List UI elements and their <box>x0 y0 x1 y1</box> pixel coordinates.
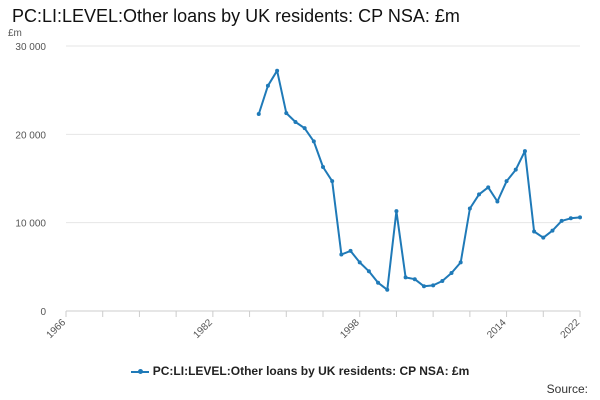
data-point <box>458 260 463 265</box>
data-point <box>394 209 399 214</box>
data-point <box>348 248 353 253</box>
data-point <box>477 192 482 197</box>
data-point <box>357 260 362 265</box>
data-point <box>412 277 417 282</box>
data-point <box>495 199 500 204</box>
data-point <box>550 228 555 233</box>
legend-swatch-icon <box>130 368 149 374</box>
data-point <box>339 252 344 257</box>
data-point <box>568 216 573 221</box>
y-tick-label: 30 000 <box>15 42 46 53</box>
data-point <box>532 229 537 234</box>
series-line <box>257 69 581 291</box>
data-point <box>578 215 582 220</box>
data-point <box>513 167 518 172</box>
data-point <box>265 83 270 88</box>
data-point <box>256 112 261 117</box>
y-tick-label: 20 000 <box>15 130 46 141</box>
y-tick-label: 0 <box>40 307 46 318</box>
data-point <box>366 269 371 274</box>
x-tick-label: 1998 <box>338 317 362 341</box>
x-tick-label: 2022 <box>559 317 583 341</box>
data-point <box>330 179 335 184</box>
data-point <box>284 111 289 116</box>
data-point <box>559 218 564 223</box>
data-point <box>385 287 390 292</box>
data-point <box>293 119 298 124</box>
data-point <box>486 185 491 190</box>
legend-label: PC:LI:LEVEL:Other loans by UK residents:… <box>152 364 470 378</box>
x-tick-label: 2014 <box>485 317 509 341</box>
chart-title: PC:LI:LEVEL:Other loans by UK residents:… <box>12 6 460 26</box>
source-label: Source: <box>546 382 588 396</box>
data-point <box>321 165 325 170</box>
data-point <box>275 68 280 73</box>
y-tick-label: 10 000 <box>15 219 46 230</box>
data-point <box>431 283 436 288</box>
data-point <box>467 206 472 211</box>
data-point <box>421 284 426 289</box>
x-tick-label: 1982 <box>191 317 215 341</box>
data-point <box>522 149 527 154</box>
data-point <box>302 126 307 131</box>
y-axis-unit-label: £m <box>8 28 22 39</box>
data-point <box>449 271 454 276</box>
data-point <box>311 139 316 144</box>
x-tick-label: 1966 <box>45 317 69 341</box>
data-point <box>541 235 546 240</box>
data-point <box>440 278 445 283</box>
legend: PC:LI:LEVEL:Other loans by UK residents:… <box>0 364 600 378</box>
data-point <box>376 280 381 285</box>
data-point <box>403 275 408 280</box>
data-point <box>504 179 509 184</box>
